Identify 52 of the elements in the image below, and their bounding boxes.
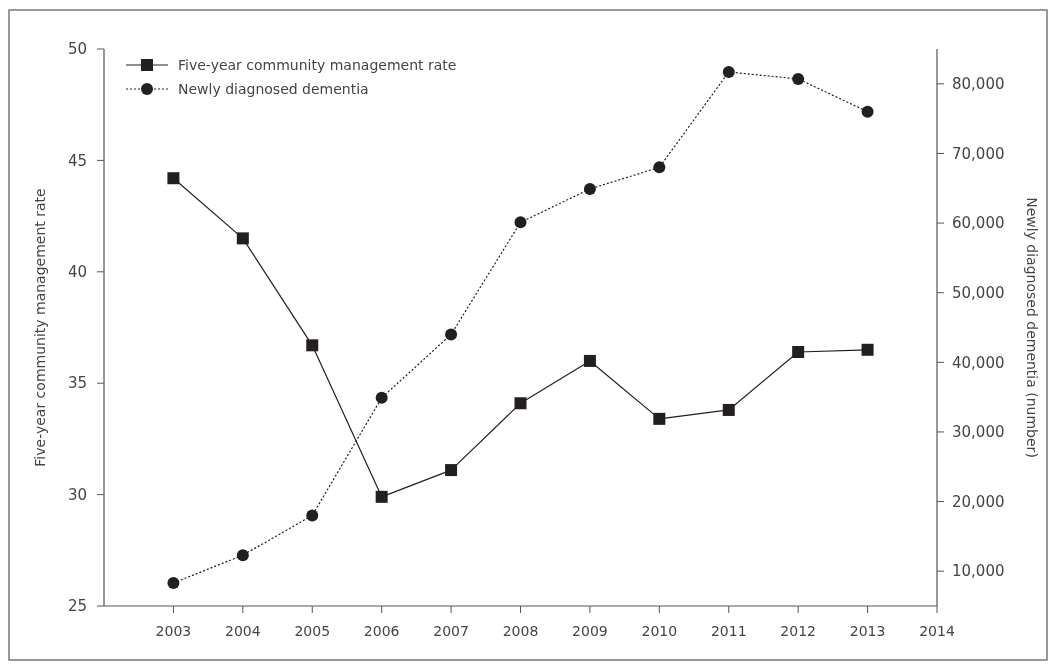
point (445, 328, 458, 341)
point (375, 490, 388, 503)
point (653, 412, 666, 425)
y-tick-label: 45 (67, 151, 87, 170)
point (167, 577, 180, 590)
y-tick-label: 40 (67, 263, 87, 282)
y2-axis-title: Newly diagnosed dementia (number) (1024, 197, 1040, 458)
x-tick-label: 2009 (572, 623, 608, 639)
y2-tick-label: 50,000 (952, 283, 1005, 302)
x-tick-label: 2013 (849, 623, 886, 639)
point (722, 65, 735, 78)
point (792, 346, 805, 359)
x-tick-label: 2006 (363, 623, 400, 639)
point (236, 549, 249, 562)
y2-tick-label: 30,000 (952, 423, 1005, 442)
x-tick-label: 2010 (641, 623, 678, 639)
point (792, 72, 805, 85)
x-tick-label: 2014 (919, 623, 955, 639)
x-tick-label: 2008 (502, 623, 539, 639)
point (653, 161, 666, 174)
x-tick-label: 2012 (780, 623, 816, 639)
point (514, 216, 527, 229)
y2-tick-label: 60,000 (952, 214, 1005, 233)
y2-tick-label: 40,000 (952, 353, 1005, 372)
legend-label: Five-year community management rate (178, 56, 457, 73)
point (236, 232, 249, 245)
point (306, 339, 319, 352)
y-tick-label: 25 (67, 597, 87, 616)
point (167, 172, 180, 185)
point (445, 464, 458, 477)
y2-tick-label: 10,000 (952, 562, 1005, 581)
point (583, 182, 596, 195)
x-tick-label: 2004 (225, 623, 261, 639)
y-tick-label: 50 (67, 40, 87, 59)
y2-tick-label: 80,000 (952, 75, 1005, 94)
point (306, 509, 319, 522)
point (861, 343, 874, 356)
x-tick-label: 2007 (433, 623, 469, 639)
y2-tick-label: 70,000 (952, 144, 1005, 163)
y-tick-label: 30 (67, 485, 87, 504)
point (583, 354, 596, 367)
point (514, 397, 527, 410)
y-tick-label: 35 (67, 374, 87, 393)
point (722, 403, 735, 416)
legend-label: Newly diagnosed dementia (178, 80, 369, 97)
y2-tick-label: 20,000 (952, 492, 1005, 511)
point (861, 105, 874, 118)
x-tick-label: 2011 (710, 623, 747, 639)
x-tick-label: 2003 (155, 623, 192, 639)
point (375, 391, 388, 404)
x-tick-label: 2005 (294, 623, 331, 639)
y-axis-title: Five-year community management rate (32, 188, 48, 467)
